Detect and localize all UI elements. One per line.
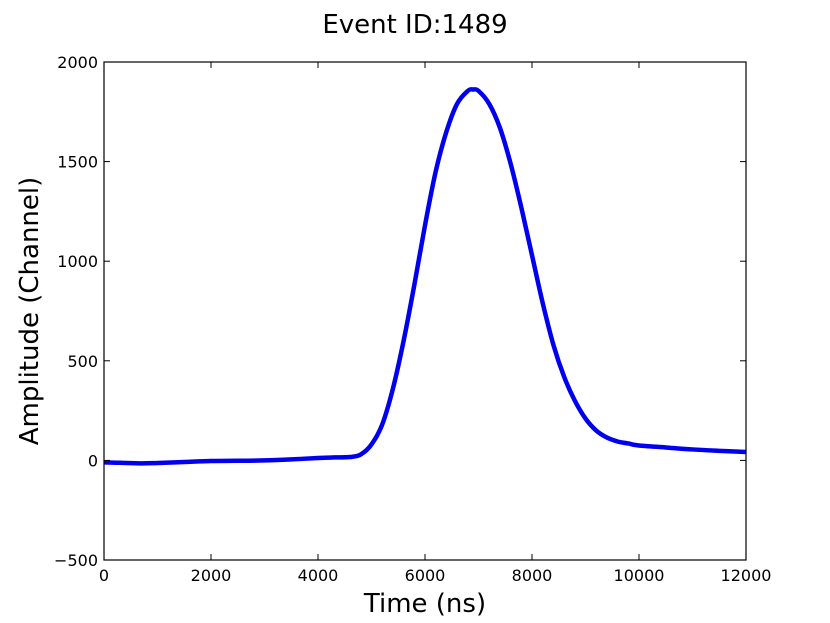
x-tick-label: 12000 <box>721 566 772 585</box>
y-tick-label: 500 <box>67 352 98 371</box>
y-tick-label: 1000 <box>57 252 98 271</box>
x-axis-label: Time (ns) <box>363 589 486 619</box>
x-tick-label: 0 <box>99 566 109 585</box>
plot-area: 0 2000 4000 6000 8000 10000 12000−500050010001… <box>54 53 771 585</box>
y-axis-label: Amplitude (Channel) <box>15 177 45 446</box>
x-tick-label: 10000 <box>614 566 665 585</box>
y-tick-label: −500 <box>54 551 98 570</box>
series-line-0 <box>104 87 746 466</box>
y-tick-label: 0 <box>88 451 98 470</box>
y-tick-label: 1500 <box>57 153 98 172</box>
plot-frame <box>103 61 747 561</box>
x-tick-label: 4000 <box>298 566 339 585</box>
x-tick-label: 8000 <box>512 566 553 585</box>
x-tick-label: 2000 <box>191 566 232 585</box>
x-tick-label: 6000 <box>405 566 446 585</box>
chart-title: Event ID:1489 <box>322 10 507 40</box>
y-tick-label: 2000 <box>57 53 98 72</box>
